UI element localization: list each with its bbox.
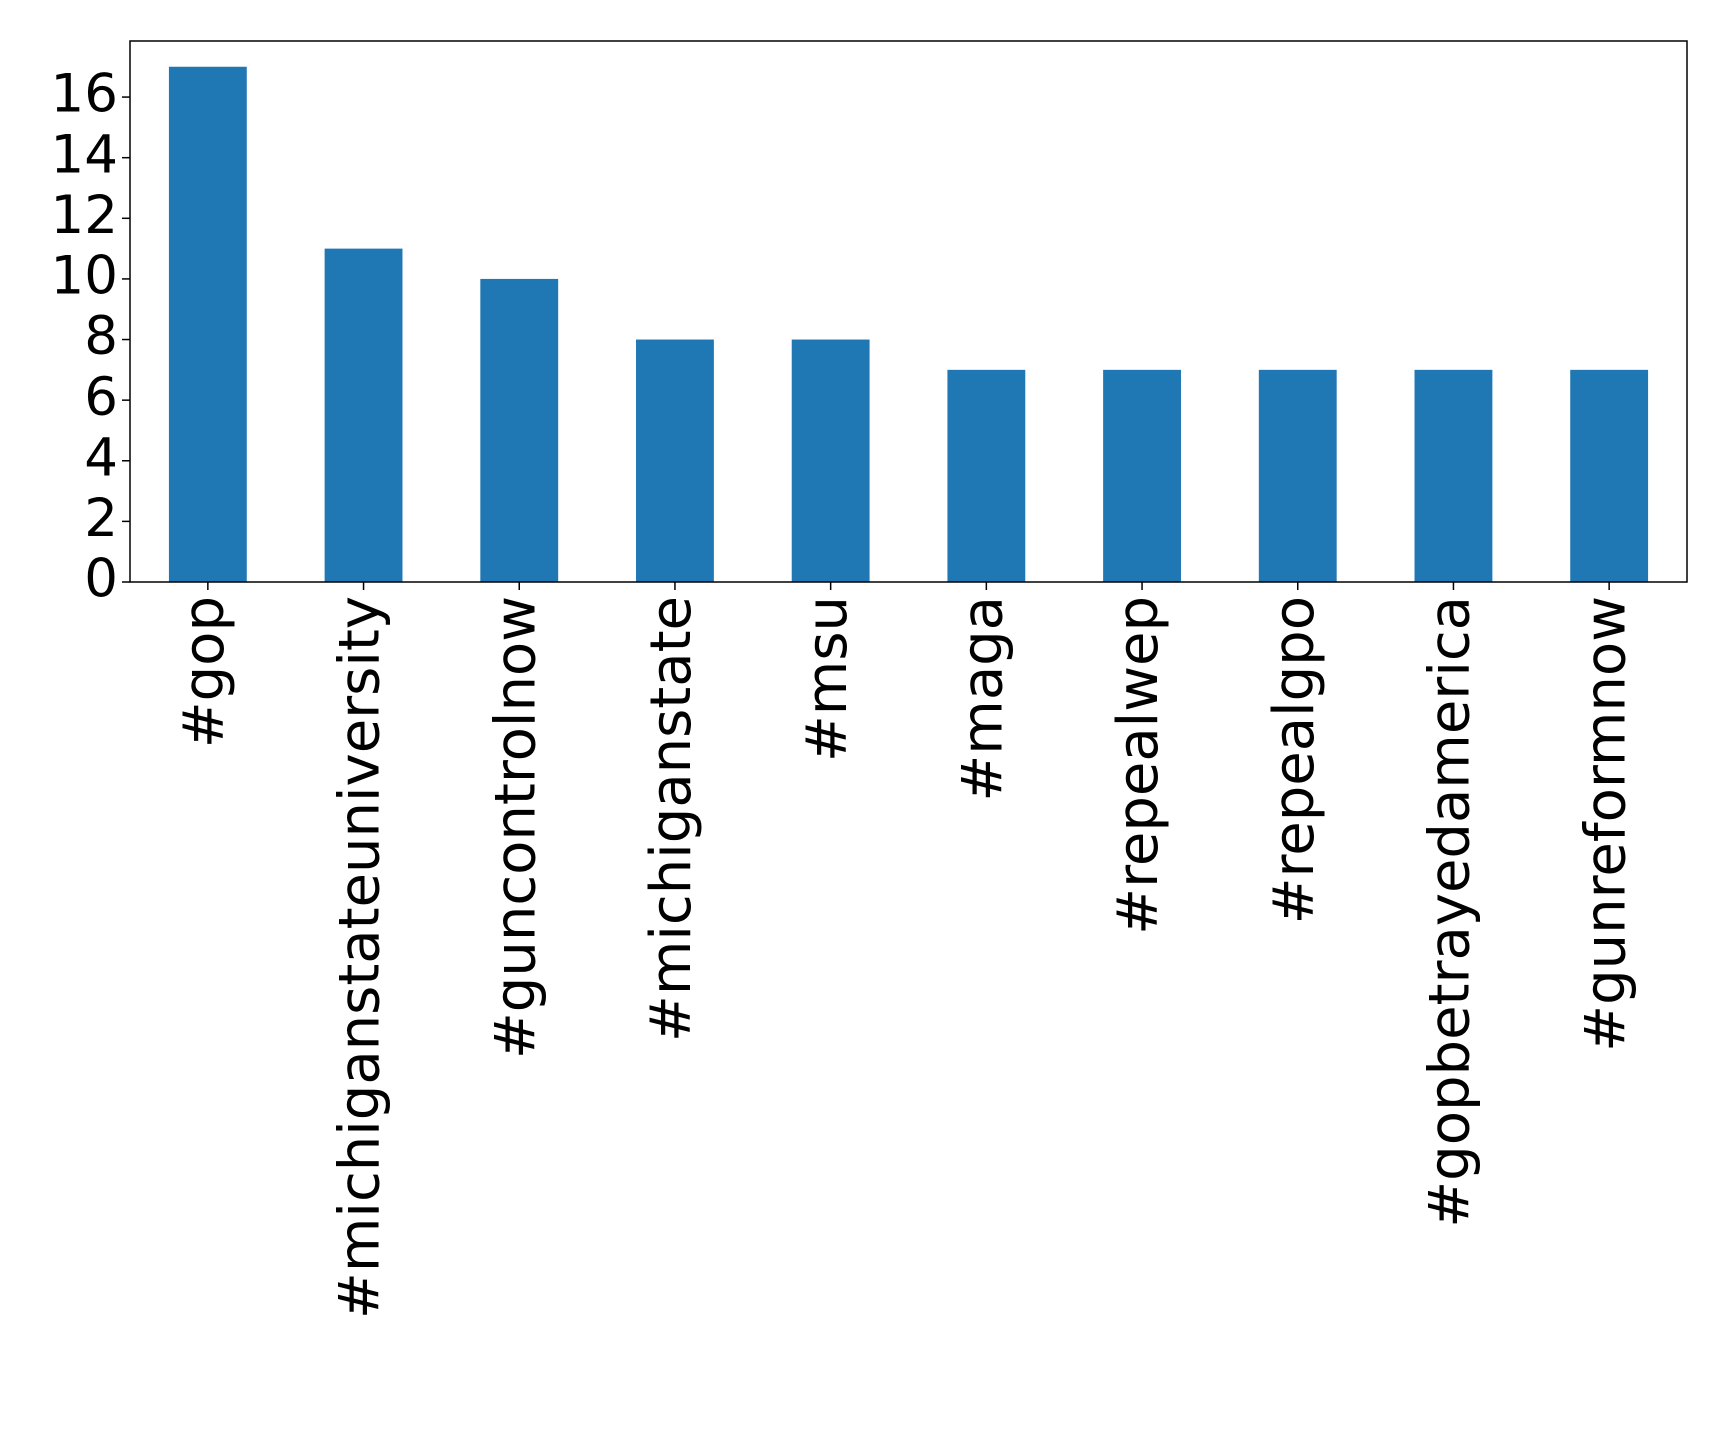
x-tick-label: #gunreformnow	[1573, 596, 1638, 1052]
bar	[168, 66, 247, 582]
x-tick-label: #guncontrolnow	[483, 596, 548, 1059]
x-tick-label: #maga	[950, 596, 1015, 802]
y-tick-label: 12	[51, 185, 118, 246]
y-tick-label: 8	[84, 306, 118, 367]
x-tick-label: #gopbetrayedamerica	[1418, 596, 1483, 1228]
y-tick-label: 16	[51, 64, 118, 125]
y-tick-label: 4	[84, 427, 118, 488]
bar	[1570, 369, 1649, 582]
bar	[1414, 369, 1493, 582]
y-tick-label: 14	[51, 124, 118, 185]
bar	[1258, 369, 1337, 582]
x-tick-label: #msu	[795, 596, 860, 762]
bar	[324, 248, 403, 582]
bar	[791, 339, 870, 582]
y-tick-label: 6	[84, 367, 118, 428]
bar	[1103, 369, 1181, 582]
plot-frame	[129, 40, 1688, 583]
x-tick-label: #michiganstateuniversity	[328, 596, 393, 1319]
bar	[480, 278, 559, 582]
y-tick-label: 10	[51, 246, 118, 307]
y-tick-label: 0	[84, 549, 118, 610]
x-tick-label: #michiganstate	[639, 596, 704, 1042]
x-tick-label: #repealgpo	[1262, 596, 1327, 924]
x-tick-label: #gop	[172, 596, 237, 748]
bar	[636, 339, 714, 582]
bar	[947, 369, 1026, 582]
y-tick-label: 2	[84, 488, 118, 549]
x-tick-label: #repealwep	[1106, 596, 1171, 935]
